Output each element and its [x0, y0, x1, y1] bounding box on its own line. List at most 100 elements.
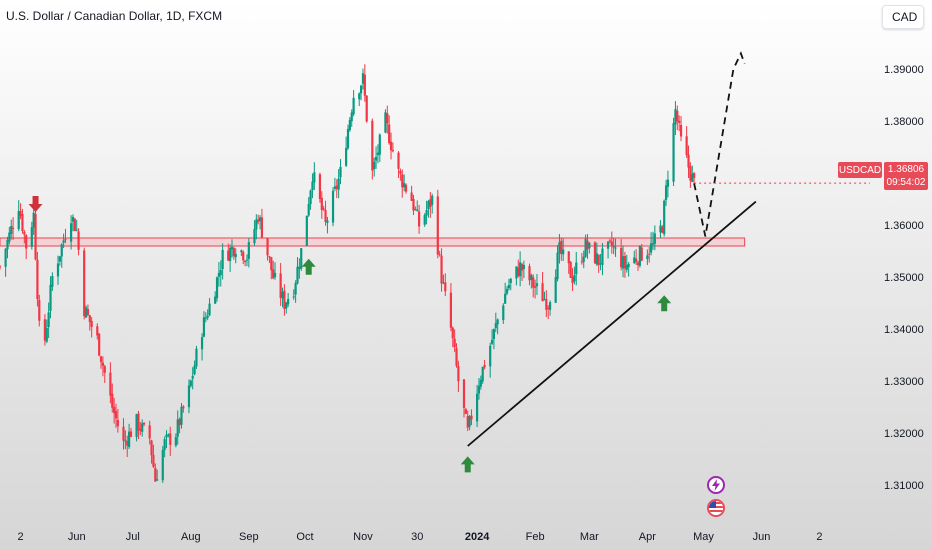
candle-body [32, 212, 35, 228]
candle-body [247, 242, 250, 259]
candle-body [298, 266, 301, 269]
candle-body [477, 385, 481, 394]
price-axis[interactable]: 1.31000 1.32000 1.33000 1.34000 1.35000 1.360… [884, 64, 924, 492]
candle-body [490, 339, 494, 344]
time-tick-label: Apr [639, 531, 656, 543]
candle-body [215, 277, 219, 299]
candle-body [492, 329, 496, 340]
candle-body [326, 220, 329, 223]
candle-body [127, 431, 131, 448]
candle-body [214, 296, 217, 304]
candle-body [625, 265, 628, 270]
candle-body [620, 248, 623, 268]
candle-body [623, 256, 627, 269]
candle-body [176, 419, 179, 437]
candle-body [178, 419, 181, 426]
time-tick-label: Jun [753, 531, 771, 543]
candle-body [292, 296, 295, 298]
candle-body [352, 97, 355, 115]
candle-body [163, 439, 166, 451]
candle-body [156, 479, 159, 481]
candle-body [99, 356, 103, 363]
candle-body [610, 241, 613, 246]
candle-body [569, 262, 572, 278]
bar-countdown: 09:54:02 [886, 177, 926, 188]
candle-body [659, 225, 662, 233]
lightning-event-icon[interactable] [707, 476, 725, 494]
us-flag-event-icon[interactable] [707, 499, 725, 517]
projection-path [693, 51, 746, 237]
candle-body [464, 409, 467, 414]
candle-body [562, 249, 565, 255]
candle-body [612, 246, 615, 248]
candle-body [412, 199, 415, 211]
candle-body [595, 253, 598, 265]
current-price-tag: 1.36806 09:54:02 [884, 162, 928, 190]
time-tick-label: Mar [580, 531, 599, 543]
candle-body [257, 219, 260, 222]
candle-body [627, 263, 630, 268]
candle-body [86, 309, 90, 315]
candle-body [45, 328, 48, 342]
candle-body [661, 227, 664, 233]
candle-body [62, 240, 65, 243]
candle-body [56, 263, 60, 277]
candle-body [150, 440, 153, 456]
candle-body [191, 375, 194, 379]
candle-body [296, 266, 299, 284]
candle-body [664, 185, 668, 201]
candle-body [287, 298, 290, 305]
candle-body [335, 185, 338, 189]
currency-button[interactable]: CAD [882, 5, 924, 29]
candle-body [90, 320, 93, 327]
time-tick-label: 2024 [465, 531, 490, 543]
candle-body [71, 216, 75, 222]
candle-body [103, 366, 106, 373]
candle-body [73, 218, 76, 232]
candle-body [621, 256, 625, 269]
candle-body [240, 250, 243, 253]
candle-body [535, 283, 539, 287]
candle-body [141, 423, 144, 432]
candle-body [438, 254, 441, 256]
candle-body [307, 203, 310, 216]
time-axis[interactable]: 2 Jun Jul Aug Sep Oct Nov 30 2024 Feb Mar Apr May Jun… [18, 531, 823, 543]
candle-body [483, 365, 486, 368]
candle-body [515, 266, 518, 279]
candle-body [423, 215, 426, 225]
candle-body [685, 136, 688, 156]
candle-body [245, 259, 249, 261]
candle-body [283, 290, 286, 310]
candle-body [593, 242, 597, 264]
candle-body [466, 415, 469, 428]
price-tick-label: 1.32000 [884, 428, 924, 440]
candle-body [137, 413, 140, 431]
candle-body [635, 258, 638, 262]
us-flag-glyph [709, 501, 723, 515]
candle-body [548, 302, 552, 310]
time-tick-label: 2 [816, 531, 822, 543]
candle-body [371, 120, 374, 171]
symbol-price-tag: USDCAD [838, 162, 882, 178]
candle-body [586, 240, 589, 250]
price-tick-label: 1.33000 [884, 376, 924, 388]
candle-body [470, 415, 473, 420]
candle-body [206, 315, 209, 318]
price-tick-label: 1.31000 [884, 480, 924, 492]
candle-body [496, 319, 499, 325]
candle-body [350, 112, 353, 122]
candle-body [25, 235, 28, 249]
candle-body [517, 267, 520, 277]
candle-body [425, 209, 428, 216]
candle-body [318, 174, 322, 199]
candle-body [227, 250, 230, 261]
candle-body [573, 275, 576, 282]
candle-body [77, 231, 80, 250]
time-tick-label: Nov [353, 531, 373, 543]
candle-body [543, 299, 546, 301]
candle-body [75, 229, 78, 231]
candle-body [219, 270, 222, 276]
candle-body [253, 229, 256, 244]
candle-body [339, 166, 342, 178]
